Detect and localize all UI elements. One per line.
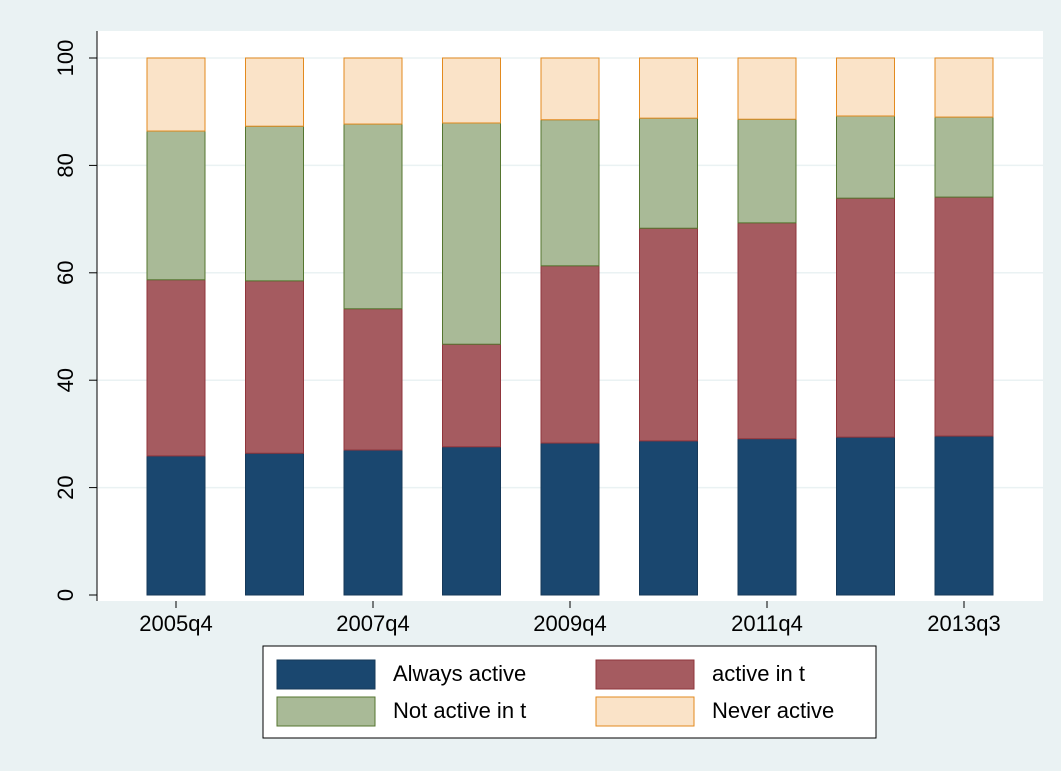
bar-segment — [146, 57, 206, 132]
bar-segment — [934, 196, 994, 437]
bar-segment — [245, 452, 304, 596]
bar-segment — [343, 308, 403, 451]
x-tick-label: 2013q3 — [927, 611, 1000, 636]
bar-segment — [343, 57, 403, 125]
bar-segment — [737, 57, 797, 120]
bar-segment — [442, 122, 501, 345]
legend-label: Always active — [393, 661, 526, 686]
bar-segment — [934, 116, 994, 198]
bar-segment — [540, 57, 600, 121]
bar-segment — [442, 343, 501, 448]
y-tick-label: 100 — [53, 40, 78, 77]
legend-swatch — [595, 696, 695, 727]
y-tick-label: 60 — [53, 261, 78, 285]
bar-segment — [245, 57, 304, 127]
x-tick-label: 2005q4 — [139, 611, 212, 636]
bar-segment — [934, 57, 994, 118]
y-tick-label: 40 — [53, 368, 78, 392]
x-tick-label: 2011q4 — [731, 611, 803, 636]
bar-segment — [737, 438, 797, 596]
y-tick-label: 20 — [53, 475, 78, 499]
legend-label: Not active in t — [393, 698, 526, 723]
legend-swatch — [276, 696, 376, 727]
bar-segment — [836, 115, 895, 199]
x-tick-label: 2007q4 — [336, 611, 409, 636]
x-tick-label: 2009q4 — [533, 611, 606, 636]
bar-segment — [639, 117, 698, 229]
legend-label: active in t — [712, 661, 805, 686]
bar-segment — [146, 279, 206, 457]
bar-segment — [934, 435, 994, 596]
bar-segment — [540, 119, 600, 267]
bar-segment — [836, 197, 895, 438]
bar-segment — [540, 442, 600, 596]
legend-swatch — [595, 659, 695, 690]
bar-segment — [245, 125, 304, 282]
bar-segment — [836, 436, 895, 596]
bar-segment — [540, 265, 600, 444]
bar-segment — [146, 455, 206, 596]
bar-segment — [737, 222, 797, 440]
bar-segment — [146, 130, 206, 281]
y-tick-label: 80 — [53, 153, 78, 177]
legend-swatch — [276, 659, 376, 690]
bar-segment — [442, 57, 501, 124]
bar-segment — [639, 227, 698, 442]
bar-segment — [639, 440, 698, 596]
y-tick-label: 0 — [53, 589, 78, 601]
bar-segment — [639, 57, 698, 119]
bar-segment — [836, 57, 895, 117]
bar-segment — [245, 280, 304, 454]
bar-segment — [442, 446, 501, 596]
bar-segment — [343, 449, 403, 596]
bar-segment — [343, 123, 403, 310]
bar-segment — [737, 118, 797, 224]
legend-label: Never active — [712, 698, 834, 723]
